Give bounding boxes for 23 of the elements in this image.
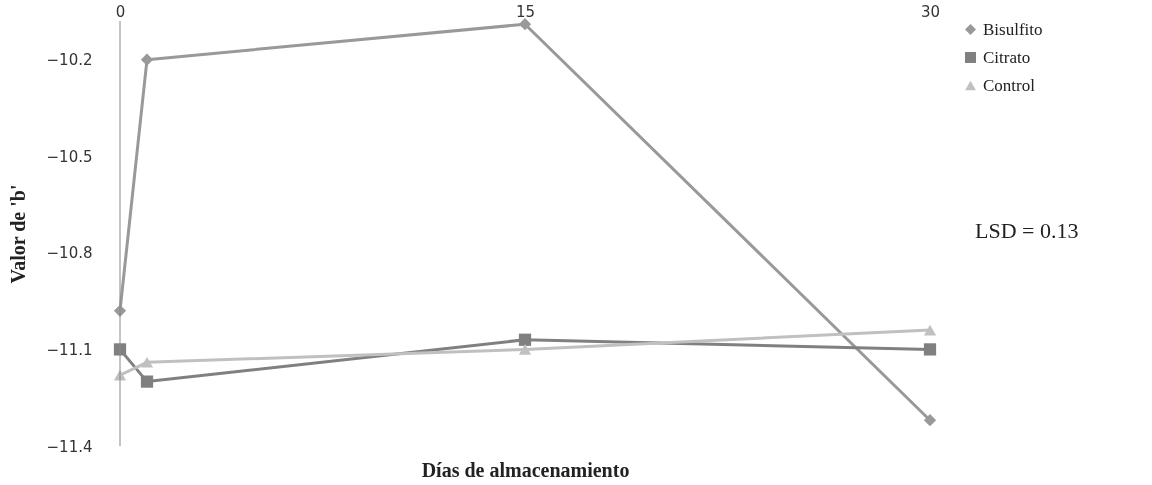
y-tick-label: −10.8 — [46, 244, 93, 263]
x-tick-label: 0 — [115, 2, 126, 21]
point — [518, 344, 532, 355]
x-axis-title: Días de almacenamiento — [421, 458, 630, 481]
x-tick-label: 30 — [920, 2, 941, 21]
point — [923, 324, 937, 336]
point — [518, 18, 532, 31]
y-tick-label: −10.5 — [46, 147, 93, 166]
point — [140, 53, 154, 66]
point — [140, 356, 154, 368]
point — [923, 343, 937, 356]
legend-label: Citrato — [983, 47, 1031, 67]
y-tick-label: −11.1 — [46, 340, 93, 359]
text: LSD = 0.13 — [975, 218, 1079, 243]
legend-label: Bisulfito — [983, 19, 1043, 39]
legend-label: Control — [983, 75, 1036, 95]
point — [518, 333, 532, 346]
y-axis-title: Valor de 'b' — [6, 184, 29, 284]
x-tick-label: 15 — [515, 2, 536, 21]
y-tick-label: −10.2 — [46, 51, 93, 70]
point — [140, 375, 154, 388]
y-tick-label: −11.4 — [46, 437, 93, 456]
point — [923, 414, 937, 427]
